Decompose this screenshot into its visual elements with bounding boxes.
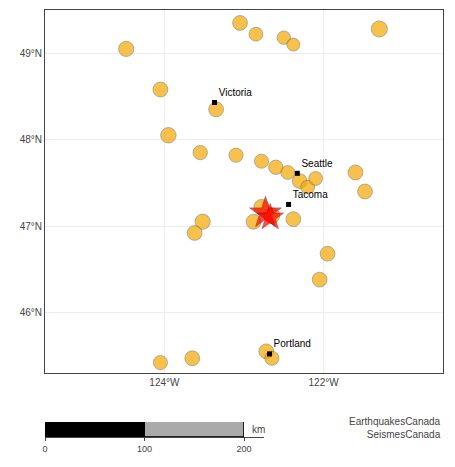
svg-text:200: 200 (236, 444, 251, 454)
svg-text:Victoria: Victoria (219, 87, 253, 98)
svg-text:EarthquakesCanadaSeismesCanada: EarthquakesCanadaSeismesCanada (349, 416, 441, 440)
svg-text:Tacoma: Tacoma (293, 189, 328, 200)
svg-text:46°N: 46°N (20, 307, 42, 318)
svg-text:49°N: 49°N (20, 48, 42, 59)
svg-text:Seattle: Seattle (301, 158, 333, 169)
svg-text:124°W: 124°W (149, 377, 180, 388)
svg-text:47°N: 47°N (20, 221, 42, 232)
svg-text:0: 0 (42, 444, 47, 454)
svg-text:km: km (252, 424, 265, 435)
svg-text:100: 100 (137, 444, 152, 454)
svg-text:Portland: Portland (274, 338, 311, 349)
svg-text:48°N: 48°N (20, 134, 42, 145)
svg-text:122°W: 122°W (309, 377, 340, 388)
